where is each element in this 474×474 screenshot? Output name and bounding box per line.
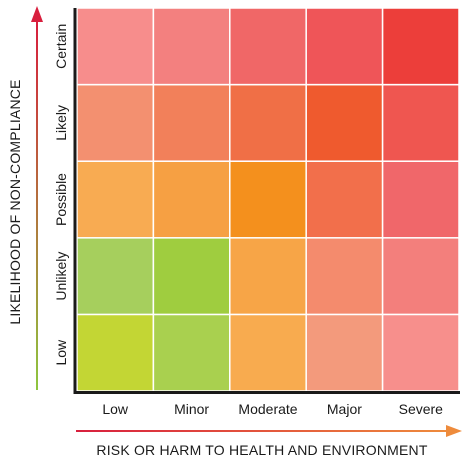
x-axis-title: RISK OR HARM TO HEALTH AND ENVIRONMENT	[96, 442, 427, 458]
heatmap-cells	[76, 7, 460, 392]
heatmap-cell-certain-low	[76, 7, 155, 86]
y-axis-title: LIKELIHOOD OF NON-COMPLIANCE	[7, 79, 23, 324]
x-tick-label-moderate: Moderate	[238, 401, 297, 417]
heatmap-cell-low-severe	[381, 313, 460, 392]
x-tick-label-severe: Severe	[399, 401, 444, 417]
heatmap-cell-likely-minor	[152, 83, 231, 162]
heatmap-cell-likely-severe	[381, 83, 460, 162]
heatmap-cell-possible-severe	[381, 160, 460, 239]
heatmap-cell-unlikely-severe	[381, 237, 460, 316]
heatmap-cell-certain-minor	[152, 7, 231, 86]
heatmap-cell-low-moderate	[229, 313, 307, 392]
heatmap-cell-low-major	[305, 313, 384, 392]
heatmap-cell-certain-major	[305, 7, 384, 86]
x-tick-label-major: Major	[327, 401, 362, 417]
heatmap-cell-possible-minor	[152, 160, 231, 239]
heatmap-cell-possible-low	[76, 160, 155, 239]
y-axis-arrow	[31, 6, 43, 390]
x-tick-label-minor: Minor	[174, 401, 209, 417]
heatmap-cell-likely-moderate	[229, 83, 307, 162]
heatmap-cell-unlikely-low	[76, 237, 155, 316]
y-tick-label-unlikely: Unlikely	[53, 252, 69, 301]
y-tick-label-certain: Certain	[53, 24, 69, 69]
heatmap-cell-likely-major	[305, 83, 384, 162]
y-tick-label-low: Low	[53, 339, 69, 366]
heatmap-cell-unlikely-moderate	[229, 237, 307, 316]
y-tick-label-possible: Possible	[53, 173, 69, 226]
heatmap-cell-possible-moderate	[229, 160, 307, 239]
heatmap-cell-low-minor	[152, 313, 231, 392]
y-tick-label-likely: Likely	[53, 105, 69, 141]
x-axis-arrow	[76, 425, 462, 437]
heatmap-cell-unlikely-major	[305, 237, 384, 316]
x-tick-labels: Low Minor Moderate Major Severe	[102, 401, 443, 417]
heatmap-cell-certain-severe	[381, 7, 460, 86]
heatmap-cell-low-low	[76, 313, 155, 392]
heatmap-cell-likely-low	[76, 83, 155, 162]
y-tick-labels: Low Unlikely Possible Likely Certain	[53, 24, 69, 366]
x-tick-label-low: Low	[102, 401, 129, 417]
heatmap-cell-unlikely-minor	[152, 237, 231, 316]
heatmap-cell-certain-moderate	[229, 7, 307, 86]
heatmap-cell-possible-major	[305, 160, 384, 239]
